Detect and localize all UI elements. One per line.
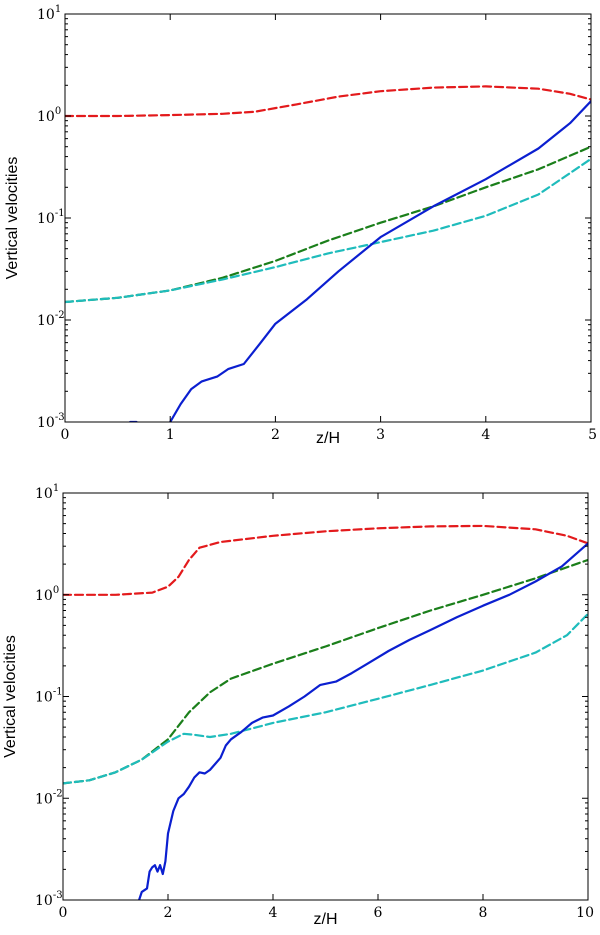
y-tick-label: 10-2	[35, 788, 63, 807]
y-tick-label: 100	[35, 585, 59, 604]
series-red-dashed	[65, 85, 591, 118]
series-green-dashed	[65, 145, 591, 304]
y-tick-label: 10-1	[35, 687, 63, 706]
top-panel: 0 1 2 3 4 5 10-3 10-2 10-1 100 101 z/H Vertical velo…	[4, 4, 597, 447]
y-tick-label: 10-3	[35, 890, 63, 909]
plot-frame	[64, 13, 592, 423]
y-tick-label: 10-1	[37, 208, 65, 227]
x-tick-label: 6	[374, 905, 383, 921]
x-tick-label: 0	[59, 905, 68, 921]
x-tick-label: 8	[479, 905, 488, 921]
y-tick-label: 100	[37, 106, 61, 125]
x-tick-label: 3	[376, 427, 385, 443]
series-cyan-dashed	[65, 157, 591, 304]
x-tick-label: 5	[588, 427, 597, 443]
plot-frame	[62, 492, 589, 901]
series-blue-solid	[138, 542, 588, 900]
y-tick-label: 10-2	[37, 310, 65, 329]
bottom-panel: 0 2 4 6 8 10 10-3 10-2 10-1 100 101 z/H Vertical vel…	[2, 483, 594, 928]
series-cyan-dashed	[63, 612, 588, 785]
x-tick-label: 4	[481, 427, 490, 443]
x-tick-label: 2	[164, 905, 173, 921]
x-tick-label: 2	[271, 427, 280, 443]
series-red-dashed	[63, 524, 588, 596]
y-axis-label: Vertical velocities	[2, 635, 19, 758]
y-axis-label: Vertical velocities	[4, 157, 21, 280]
series-blue-solid	[169, 100, 591, 422]
y-tick-label: 10-3	[37, 412, 65, 431]
series-group	[65, 85, 591, 422]
x-axis-label: z/H	[316, 430, 340, 447]
x-tick-label: 10	[576, 905, 594, 921]
x-tick-label: 4	[269, 905, 278, 921]
x-tick-label: 0	[61, 427, 70, 443]
x-tick-label: 1	[166, 427, 175, 443]
y-tick-label: 101	[35, 483, 59, 502]
series-group	[63, 524, 588, 900]
x-axis-label: z/H	[314, 911, 338, 928]
y-tick-label: 101	[37, 4, 61, 23]
